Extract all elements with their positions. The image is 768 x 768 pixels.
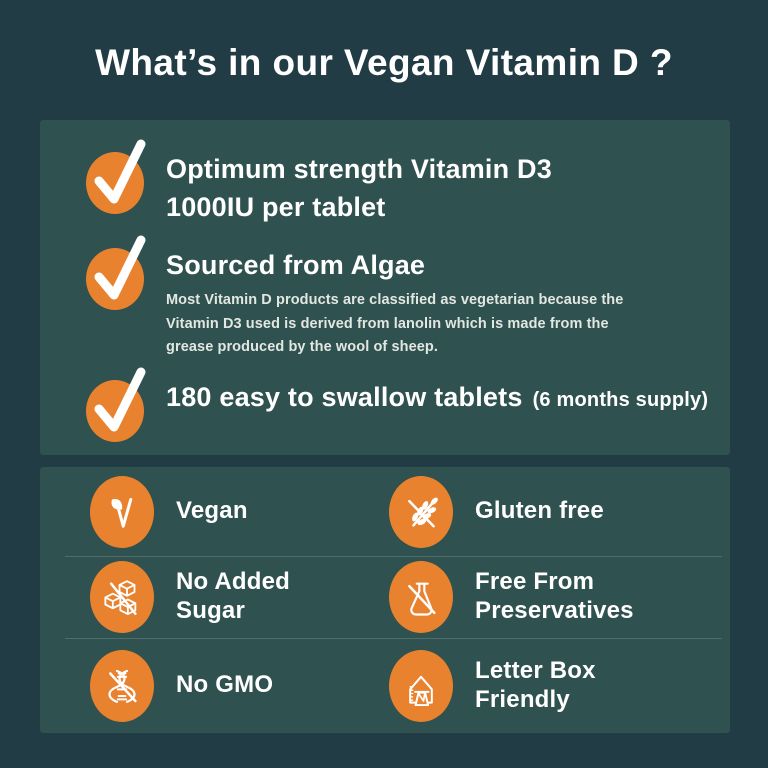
feature-label: Vegan <box>176 497 248 525</box>
no-added-sugar-icon <box>90 561 154 633</box>
check-icon <box>86 235 146 310</box>
feature-no-gmo: No GMO <box>40 638 385 733</box>
check-icon <box>86 367 146 442</box>
row-divider <box>65 556 722 557</box>
checklist-item-title: 180 easy to swallow tablets <box>166 382 523 412</box>
feature-vegan: Vegan <box>40 467 385 556</box>
feature-label: Free From Preservatives <box>475 568 634 624</box>
feature-label: No Added Sugar <box>176 568 291 624</box>
feature-label: Letter Box Friendly <box>475 656 596 713</box>
vegan-icon <box>90 475 154 548</box>
features-grid: Vegan Gluten fre <box>40 467 730 733</box>
checklist-item-title: Sourced from Algae <box>166 250 426 280</box>
checklist-item-suffix: (6 months supply) <box>532 389 709 411</box>
no-gmo-icon <box>90 649 154 722</box>
row-divider <box>65 638 722 639</box>
checklist-item-strength: Optimum strength Vitamin D3 1000IU per t… <box>86 139 552 227</box>
gluten-free-icon <box>389 475 453 548</box>
checklist-item-algae: Sourced from Algae Most Vitamin D produc… <box>86 235 624 359</box>
feature-free-from-preservatives: Free From Preservatives <box>385 556 730 638</box>
free-from-preservatives-icon <box>389 561 453 633</box>
feature-gluten-free: Gluten free <box>385 467 730 556</box>
benefits-panel: Optimum strength Vitamin D3 1000IU per t… <box>40 120 730 455</box>
features-panel: Vegan Gluten fre <box>40 467 730 733</box>
check-icon <box>86 139 146 214</box>
feature-label: Gluten free <box>475 497 604 525</box>
feature-no-added-sugar: No Added Sugar <box>40 556 385 638</box>
checklist-item-tablets: 180 easy to swallow tablets (6 months su… <box>86 367 709 442</box>
letter-box-friendly-icon <box>389 649 453 722</box>
page-title: What’s in our Vegan Vitamin D ? <box>95 42 673 83</box>
checklist-item-description: Most Vitamin D products are classified a… <box>166 292 624 355</box>
checklist-item-title: Optimum strength Vitamin D3 1000IU per t… <box>166 154 552 223</box>
feature-letter-box-friendly: Letter Box Friendly <box>385 638 730 733</box>
feature-label: No GMO <box>176 671 274 699</box>
